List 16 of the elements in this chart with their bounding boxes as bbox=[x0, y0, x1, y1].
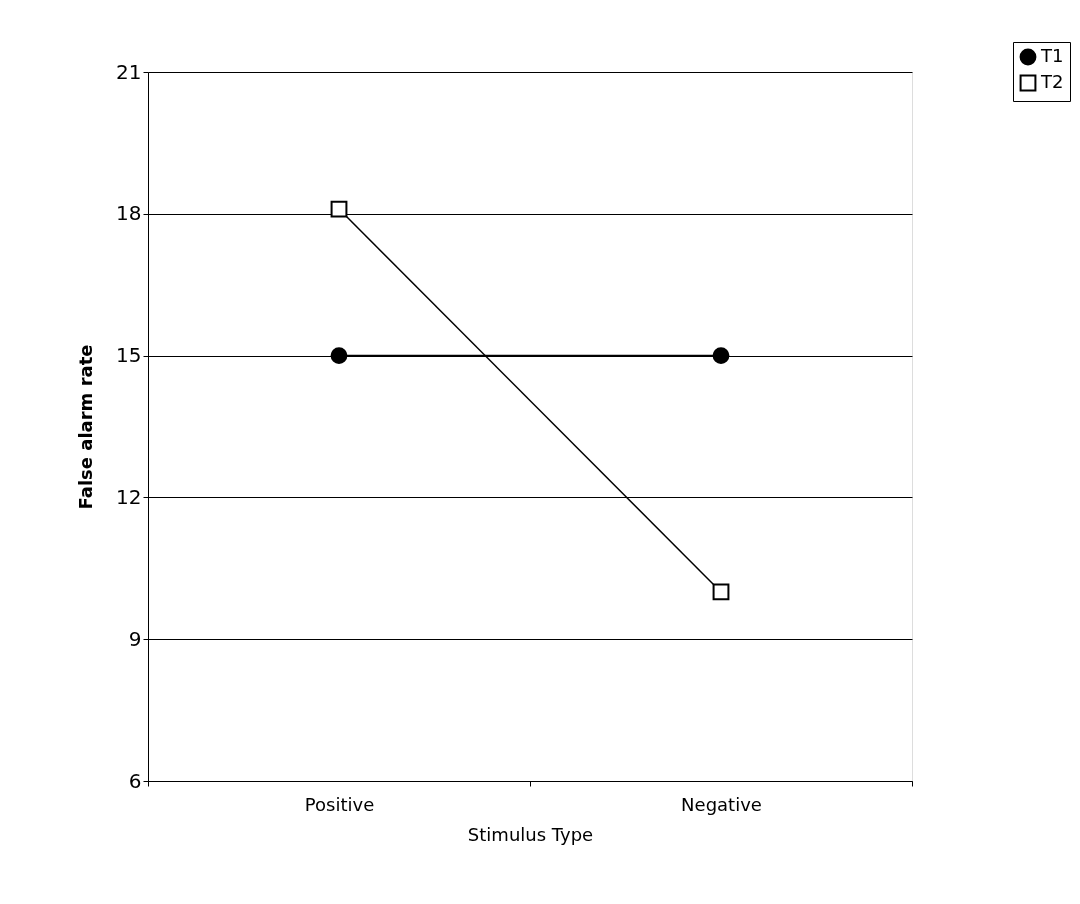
x-tick-label: Positive bbox=[304, 793, 375, 815]
x-tick-label: Negative bbox=[681, 793, 762, 815]
point bbox=[330, 347, 348, 364]
y-axis-title: False alarm rate bbox=[75, 344, 97, 510]
point bbox=[712, 583, 730, 601]
y-tick-label: 18 bbox=[116, 201, 142, 226]
y-tick-label: 9 bbox=[128, 626, 142, 651]
x-axis-title: Stimulus Type bbox=[467, 823, 594, 845]
point bbox=[330, 200, 348, 218]
legend-label: T2 bbox=[1040, 71, 1064, 92]
y-tick-label: 12 bbox=[116, 484, 142, 509]
y-tick-label: 21 bbox=[116, 59, 142, 84]
legend-label: T1 bbox=[1040, 45, 1064, 66]
point bbox=[712, 347, 730, 364]
y-tick-label: 6 bbox=[128, 768, 142, 793]
y-tick-label: 15 bbox=[116, 343, 142, 368]
